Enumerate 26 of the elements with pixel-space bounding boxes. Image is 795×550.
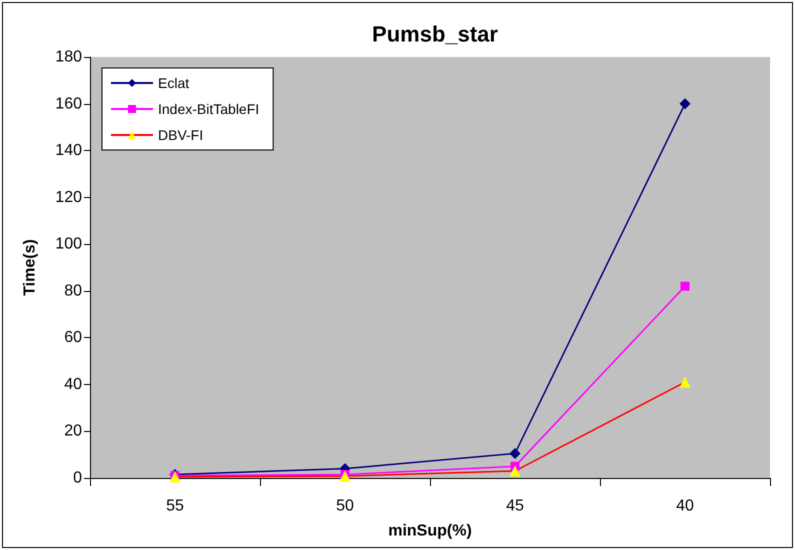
y-tick-label: 0 — [73, 470, 82, 486]
y-tick-label: 120 — [55, 188, 82, 206]
x-tick-label: 55 — [166, 498, 184, 514]
y-tick-label: 180 — [55, 48, 82, 66]
x-tick-label: 50 — [336, 498, 354, 514]
y-axis-title: Time(s) — [22, 239, 38, 296]
point — [510, 465, 520, 476]
y-tick-label: 20 — [64, 422, 82, 440]
legend-label: DBV-FI — [158, 127, 204, 143]
legend-label: Index-BitTableFI — [158, 101, 260, 117]
point — [340, 470, 350, 482]
chart-title: Pumsb_star — [372, 22, 498, 46]
x-tick-label: 45 — [506, 498, 524, 514]
point — [680, 282, 690, 291]
x-axis-title: minSup(%) — [388, 522, 472, 540]
y-tick-label: 160 — [55, 95, 82, 112]
legend-label: Eclat — [158, 75, 190, 91]
y-tick-label: 40 — [64, 376, 82, 393]
y-tick-label: 80 — [64, 282, 82, 300]
point — [680, 98, 690, 110]
y-tick-label: 100 — [55, 236, 82, 253]
point — [510, 448, 520, 459]
x-tick-label: 40 — [676, 498, 694, 514]
y-tick-label: 140 — [55, 142, 82, 160]
y-tick-label: 60 — [64, 329, 82, 346]
point — [680, 376, 690, 388]
